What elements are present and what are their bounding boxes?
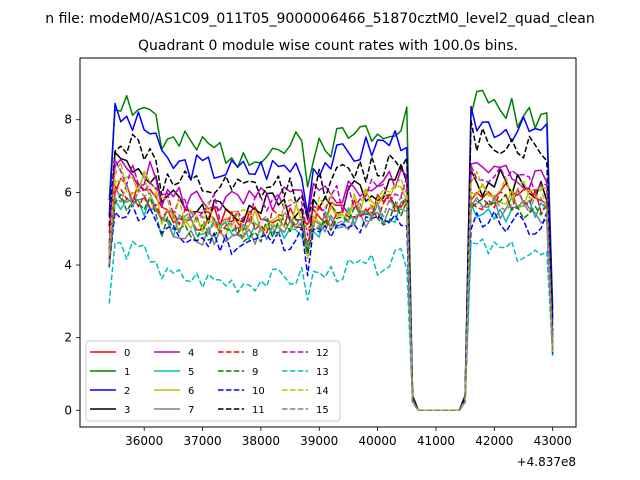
x-tick-label: 43000	[534, 434, 572, 448]
x-tick-label: 38000	[242, 434, 280, 448]
y-tick-label: 6	[64, 185, 72, 199]
legend-label: 4	[188, 348, 194, 359]
legend-label: 9	[252, 367, 258, 378]
plot-frame	[79, 57, 577, 428]
legend-entry-14: 14	[282, 386, 329, 397]
legend-entry-8: 8	[218, 348, 258, 359]
figure-suptitle: n file: modeM0/AS1C09_011T05_9000006466_…	[45, 11, 594, 27]
x-tick-label: 40000	[359, 434, 397, 448]
legend-entry-0: 0	[90, 348, 130, 359]
series-line-2	[108, 102, 554, 412]
legend-label: 5	[188, 367, 194, 378]
legend-label: 13	[316, 367, 329, 378]
legend-label: 3	[124, 405, 130, 416]
series-line-7	[108, 184, 554, 412]
series-line-11	[108, 119, 554, 412]
legend-frame	[85, 340, 341, 422]
legend-entry-2: 2	[90, 386, 130, 397]
x-tick-label: 39000	[300, 434, 338, 448]
series-line-9	[108, 193, 554, 412]
series-line-10	[108, 203, 554, 412]
y-axis: 0 2 4 6 8	[64, 113, 80, 417]
legend-entry-10: 10	[218, 386, 265, 397]
legend-entry-9: 9	[218, 367, 258, 378]
legend-entry-12: 12	[282, 348, 329, 359]
legend-label: 0	[124, 348, 130, 359]
legend-label: 14	[316, 386, 329, 397]
series-line-14	[108, 161, 554, 412]
legend-label: 11	[252, 405, 265, 416]
legend-label: 10	[252, 386, 265, 397]
legend-entry-1: 1	[90, 367, 130, 378]
x-tick-label: 37000	[183, 434, 221, 448]
legend-entry-3: 3	[90, 405, 130, 416]
legend-entry-7: 7	[154, 405, 194, 416]
y-tick-label: 4	[64, 258, 72, 272]
legend-label: 2	[124, 386, 130, 397]
x-tick-label: 42000	[475, 434, 513, 448]
x-tick-label: 36000	[125, 434, 163, 448]
y-tick-label: 2	[64, 331, 72, 345]
series-line-15	[108, 182, 554, 412]
legend-entry-6: 6	[154, 386, 194, 397]
legend-entry-11: 11	[218, 405, 265, 416]
y-tick-label: 8	[64, 113, 72, 127]
series-layer	[108, 89, 554, 412]
axes	[79, 57, 577, 428]
legend-entry-15: 15	[282, 405, 329, 416]
legend-label: 7	[188, 405, 194, 416]
series-line-5	[108, 196, 554, 412]
x-axis: 36000 37000 38000 39000 40000 41000 42000 43000	[125, 427, 572, 448]
legend-entry-13: 13	[282, 367, 329, 378]
series-line-13	[108, 238, 554, 412]
legend-label: 1	[124, 367, 130, 378]
x-offset-label: +4.837e8	[517, 455, 576, 469]
legend-label: 15	[316, 405, 329, 416]
x-tick-label: 41000	[417, 434, 455, 448]
legend-label: 12	[316, 348, 329, 359]
chart-title: Quadrant 0 module wise count rates with …	[138, 38, 518, 54]
series-line-1	[108, 89, 554, 412]
legend-entry-5: 5	[154, 367, 194, 378]
legend-entry-4: 4	[154, 348, 194, 359]
legend-label: 6	[188, 386, 194, 397]
series-line-12	[108, 158, 554, 412]
legend-label: 8	[252, 348, 258, 359]
y-tick-label: 0	[64, 403, 72, 417]
